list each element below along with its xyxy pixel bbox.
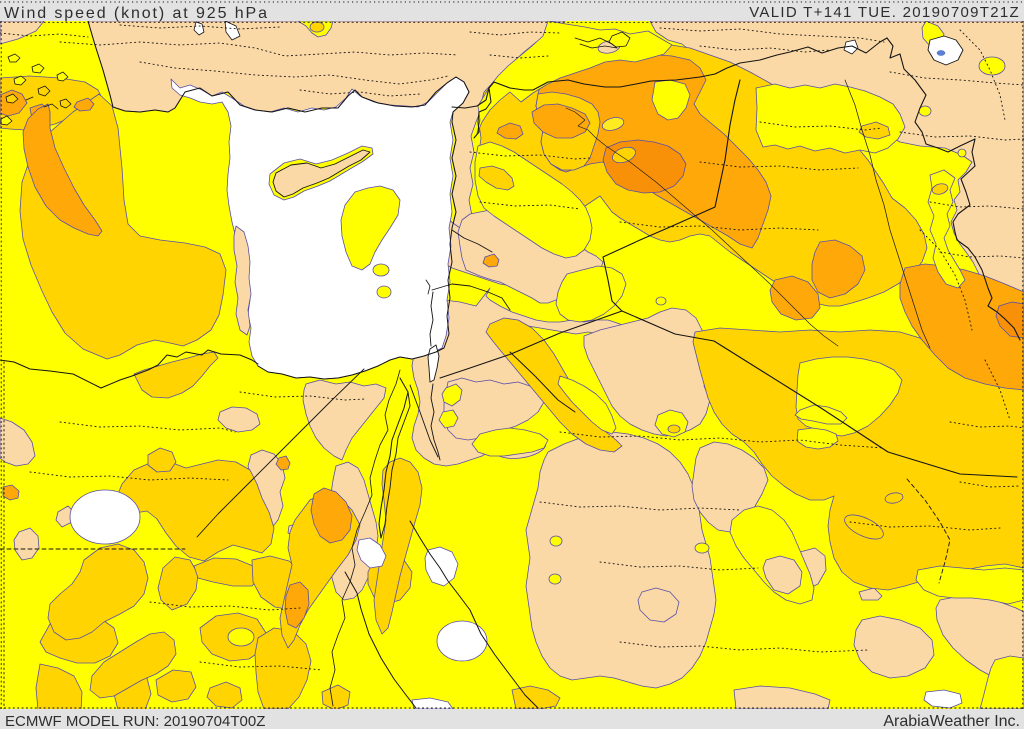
svg-text:ArabiaWeather Inc.: ArabiaWeather Inc. (883, 713, 1020, 729)
svg-text:Wind speed (knot) at 925 hPa: Wind speed (knot) at 925 hPa (4, 5, 269, 22)
svg-text:ECMWF MODEL RUN: 20190704T00Z: ECMWF MODEL RUN: 20190704T00Z (5, 713, 265, 729)
svg-text:VALID T+141 TUE. 20190709T21Z: VALID T+141 TUE. 20190709T21Z (749, 4, 1020, 21)
